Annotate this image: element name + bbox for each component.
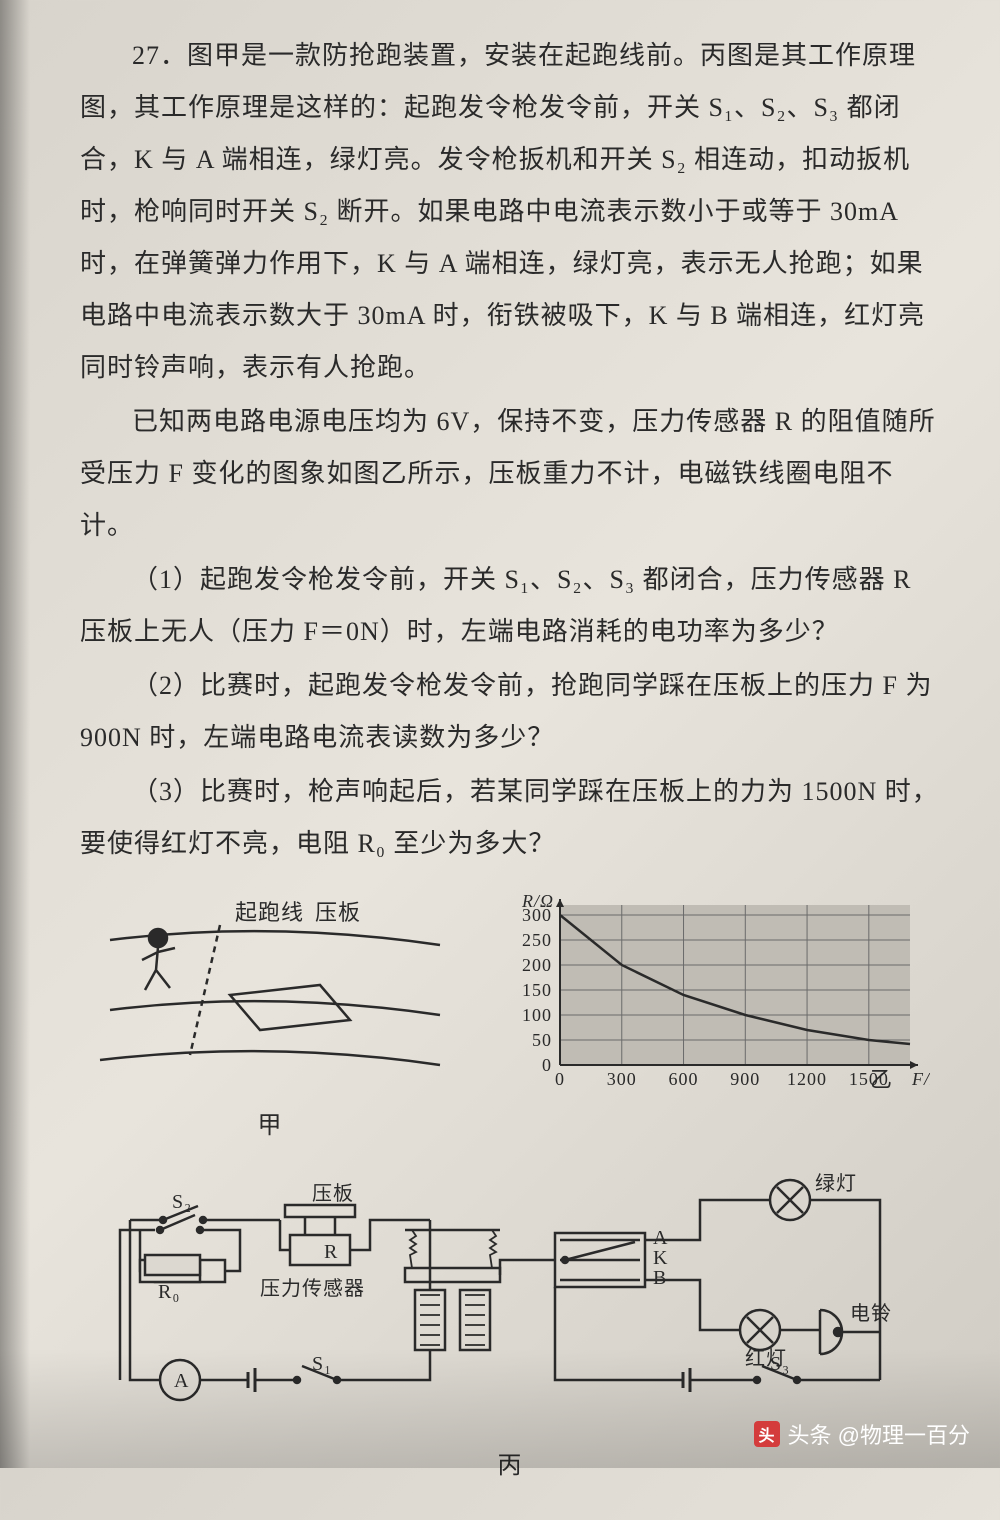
label-startline: 起跑线 bbox=[235, 900, 304, 925]
label-bell: 电铃 bbox=[850, 1302, 892, 1325]
svg-text:250: 250 bbox=[522, 930, 552, 950]
label-green: 绿灯 bbox=[815, 1172, 857, 1195]
svg-text:200: 200 bbox=[522, 955, 552, 975]
question-3: （3）比赛时，枪声响起后，若某同学踩在压板上的力为 1500N 时，要使得红灯不… bbox=[80, 766, 940, 870]
svg-text:F/N: F/N bbox=[911, 1069, 930, 1089]
svg-text:600: 600 bbox=[669, 1069, 699, 1089]
svg-text:0: 0 bbox=[555, 1069, 565, 1089]
svg-text:300: 300 bbox=[607, 1069, 637, 1089]
figure-yi: 030060090012001500050100150200250300F/NR… bbox=[490, 890, 930, 1118]
label-a: A bbox=[653, 1227, 668, 1249]
paragraph-1: 27．图甲是一款防抢跑装置，安装在起跑线前。丙图是其工作原理图，其工作原理是这样… bbox=[80, 30, 940, 394]
figure-jia: 起跑线 压板 甲 bbox=[90, 890, 450, 1150]
label-b: B bbox=[653, 1267, 667, 1289]
label-sensor: 压力传感器 bbox=[260, 1277, 365, 1300]
svg-text:100: 100 bbox=[522, 1005, 552, 1025]
svg-text:1200: 1200 bbox=[787, 1069, 827, 1089]
label-r0: R₀ bbox=[158, 1281, 180, 1303]
svg-text:50: 50 bbox=[532, 1030, 552, 1050]
label-s2: S₂ bbox=[172, 1191, 192, 1213]
question-1: （1）起跑发令枪发令前，开关 S₁、S₂、S₃ 都闭合，压力传感器 R 压板上无… bbox=[80, 554, 940, 658]
watermark: 头 头条 @物理一百分 bbox=[754, 1418, 970, 1450]
label-plate2: 压板 bbox=[312, 1182, 354, 1205]
label-r: R bbox=[324, 1241, 338, 1263]
svg-text:乙: 乙 bbox=[870, 1067, 893, 1092]
question-2: （2）比赛时，起跑发令枪发令前，抢跑同学踩在压板上的压力 F 为 900N 时，… bbox=[80, 660, 940, 764]
svg-text:0: 0 bbox=[542, 1055, 552, 1075]
svg-text:150: 150 bbox=[522, 980, 552, 1000]
label-plate: 压板 bbox=[315, 900, 361, 925]
label-k: K bbox=[653, 1247, 668, 1269]
svg-text:R/Ω: R/Ω bbox=[521, 891, 554, 911]
svg-text:900: 900 bbox=[730, 1069, 760, 1089]
fig-jia-label: 甲 bbox=[90, 1102, 450, 1150]
toutiao-icon: 头 bbox=[754, 1421, 780, 1447]
watermark-text: 头条 @物理一百分 bbox=[788, 1418, 970, 1450]
paragraph-2: 已知两电路电源电压均为 6V，保持不变，压力传感器 R 的阻值随所受压力 F 变… bbox=[80, 396, 940, 552]
problem-page: 27．图甲是一款防抢跑装置，安装在起跑线前。丙图是其工作原理图，其工作原理是这样… bbox=[0, 0, 1000, 1520]
